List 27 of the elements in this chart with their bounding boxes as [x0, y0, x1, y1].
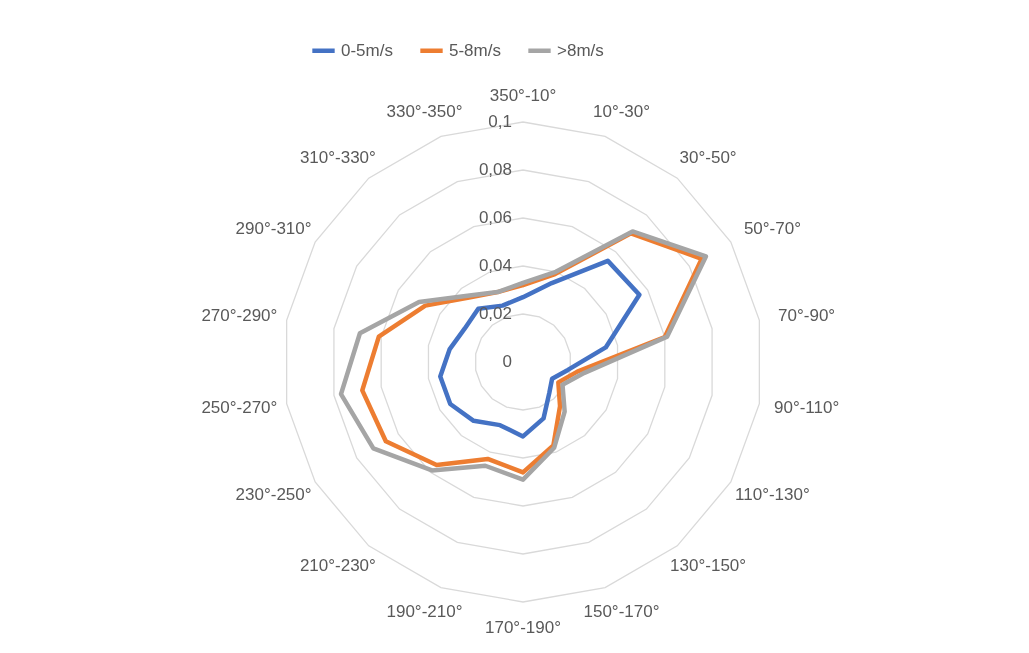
spoke-label: 350°-10° — [489, 85, 557, 105]
spoke-label: 150°-170° — [583, 602, 660, 622]
legend-label: >8m/s — [557, 40, 604, 60]
spoke-label: 170°-190° — [485, 618, 561, 638]
y-tick-label: 0,06 — [478, 208, 512, 227]
spoke-label: 110°-130° — [735, 485, 810, 505]
spoke-label: 130°-150° — [670, 556, 747, 576]
spoke-label: 70°-90° — [778, 305, 836, 325]
spoke-label: 190°-210° — [386, 602, 463, 622]
spoke-label: 90°-110° — [773, 398, 840, 418]
y-tick-label: 0 — [502, 352, 512, 371]
spoke-label: 290°-310° — [235, 218, 312, 238]
spoke-label: 230°-250° — [235, 485, 312, 505]
legend-label: 0-5m/s — [341, 40, 393, 60]
y-tick-label: 0,1 — [488, 112, 512, 131]
spoke-label: 10°-30° — [592, 101, 651, 121]
spoke-label: 310°-330° — [299, 147, 376, 167]
spoke-label: 210°-230° — [299, 556, 376, 576]
spoke-label: 30°-50° — [679, 147, 737, 167]
y-tick-label: 0,02 — [478, 304, 512, 323]
spoke-label: 250°-270° — [201, 398, 278, 418]
y-tick-label: 0,08 — [478, 160, 512, 179]
spoke-label: 270°-290° — [201, 305, 278, 325]
legend-label: 5-8m/s — [449, 40, 501, 60]
spoke-label: 50°-70° — [743, 218, 801, 238]
y-tick-label: 0,04 — [478, 256, 512, 275]
spoke-label: 330°-350° — [386, 101, 463, 121]
